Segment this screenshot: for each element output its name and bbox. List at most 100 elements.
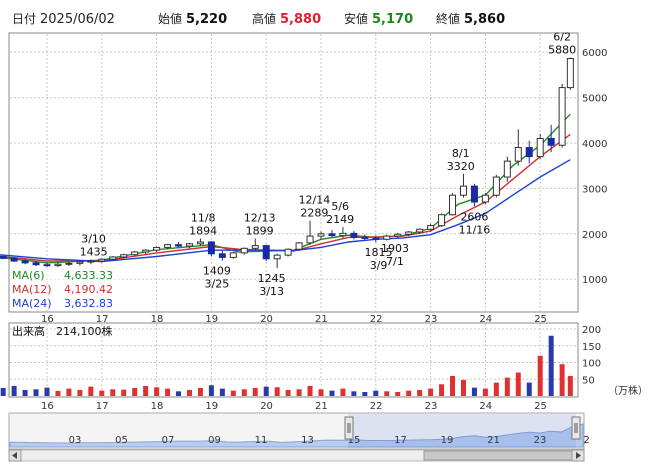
date-value: 2025/06/02 [40, 12, 115, 27]
candle-body [131, 251, 139, 256]
navigator-tick-label: 21 [487, 435, 500, 446]
navigator-tick-label: 15 [348, 435, 361, 446]
navigator-selection[interactable] [348, 414, 576, 448]
candle-body [558, 87, 566, 146]
volume-bar [417, 389, 423, 396]
ma-legend: MA(6) 4,633.33 MA(12) 4,190.42 MA(24) 3,… [10, 267, 120, 310]
x-tick-label: 16 [41, 401, 54, 412]
annotation-date: 7/1 [386, 255, 404, 268]
candle-body [10, 257, 18, 262]
candlestick [196, 238, 204, 246]
navigator-tick-label: 23 [534, 435, 547, 446]
candlestick [317, 231, 325, 240]
annotation-date: 3/25 [205, 278, 230, 291]
candlestick [481, 192, 489, 205]
candle-body [175, 244, 183, 247]
volume-tick-label: 50 [582, 375, 595, 386]
annotation-price: 2149 [326, 213, 354, 226]
volume-bar [176, 391, 182, 396]
candlestick [262, 244, 270, 262]
candlestick [536, 133, 544, 159]
candlestick [131, 251, 139, 257]
volume-bar [285, 389, 291, 396]
volume-bar [373, 390, 379, 396]
header-row: 日付 2025/06/02 始値 5,220 高値 5,880 安値 5,170… [12, 11, 505, 27]
navigator-ticks: 03 05 07 09 11 13 15 17 19 21 23 2 [69, 435, 590, 446]
candle-body [87, 260, 95, 263]
annotation-date: 11/16 [459, 223, 491, 236]
candle-body [164, 244, 172, 248]
candle-body [43, 264, 51, 267]
x-tick-label: 19 [205, 314, 218, 325]
volume-value: 214,100株 [56, 324, 113, 338]
x-tick-label: 24 [479, 314, 492, 325]
candle-body [98, 258, 106, 262]
candlestick [218, 251, 226, 261]
candle-body [21, 260, 29, 264]
navigator-tick-label: 17 [394, 435, 407, 446]
x-tick-label: 17 [96, 314, 109, 325]
candle-body [185, 243, 193, 247]
candlesticks [0, 57, 574, 269]
x-tick-label: 18 [151, 401, 164, 412]
candlestick [87, 259, 95, 265]
range-navigator[interactable]: 03 05 07 09 11 13 15 17 19 21 23 2 [8, 412, 590, 450]
candlestick [284, 248, 292, 257]
annotation-date: 8/1 [452, 147, 470, 160]
x-tick-label: 21 [315, 314, 328, 325]
volume-bar [77, 389, 83, 396]
x-tick-label: 22 [370, 314, 383, 325]
high-value: 5,880 [280, 12, 321, 27]
candlestick [558, 83, 566, 148]
candlestick [109, 256, 117, 261]
annotation-price: 2289 [300, 207, 328, 220]
candlestick [525, 140, 533, 164]
navigator-tick-label: 19 [441, 435, 454, 446]
x-tick-label: 20 [260, 401, 273, 412]
candle-body [459, 185, 467, 196]
ma6-value: 4,633.33 [64, 269, 113, 282]
candle-body [449, 194, 457, 216]
volume-bar [154, 387, 160, 396]
candle-body [109, 256, 117, 260]
scrollbar-thumb[interactable] [423, 450, 573, 461]
volume-bar [450, 375, 456, 396]
candlestick [416, 228, 424, 234]
high-label: 高値 [252, 11, 276, 26]
candlestick [251, 238, 259, 251]
navigator-left-handle[interactable] [344, 416, 354, 440]
candle-body [416, 228, 424, 233]
price-annotations: 3/10143511/8189414093/2512/13189912453/1… [80, 31, 577, 298]
candlestick [120, 253, 128, 259]
candle-body [405, 231, 413, 235]
volume-bar [219, 388, 225, 396]
annotation-price: 1435 [80, 245, 108, 258]
candle-body [218, 253, 226, 258]
candle-body [394, 233, 402, 237]
volume-bars [0, 335, 573, 396]
volume-bar [88, 386, 94, 396]
x-tick-label: 25 [534, 401, 547, 412]
x-tick-label: 20 [260, 314, 273, 325]
volume-bar [121, 389, 127, 396]
price-panel [8, 32, 579, 313]
candle-body [262, 245, 270, 260]
ma12-label: MA(12) [12, 283, 52, 296]
volume-bar [471, 387, 477, 396]
ma6-label: MA(6) [12, 269, 45, 282]
volume-title: 出来高 [12, 324, 45, 338]
annotation-date: 5/6 [331, 200, 349, 213]
x-axis-top: 16 17 18 19 20 21 22 23 24 25 [41, 314, 547, 325]
candle-body [547, 137, 555, 146]
navigator-right-handle[interactable] [571, 416, 581, 440]
annotation-date: 12/13 [244, 211, 276, 224]
candle-body [503, 160, 511, 178]
horizontal-scrollbar[interactable] [8, 449, 585, 462]
annotation-date: 3/13 [259, 285, 284, 298]
candlestick [273, 253, 281, 269]
navigator-tick-label: 11 [255, 435, 268, 446]
